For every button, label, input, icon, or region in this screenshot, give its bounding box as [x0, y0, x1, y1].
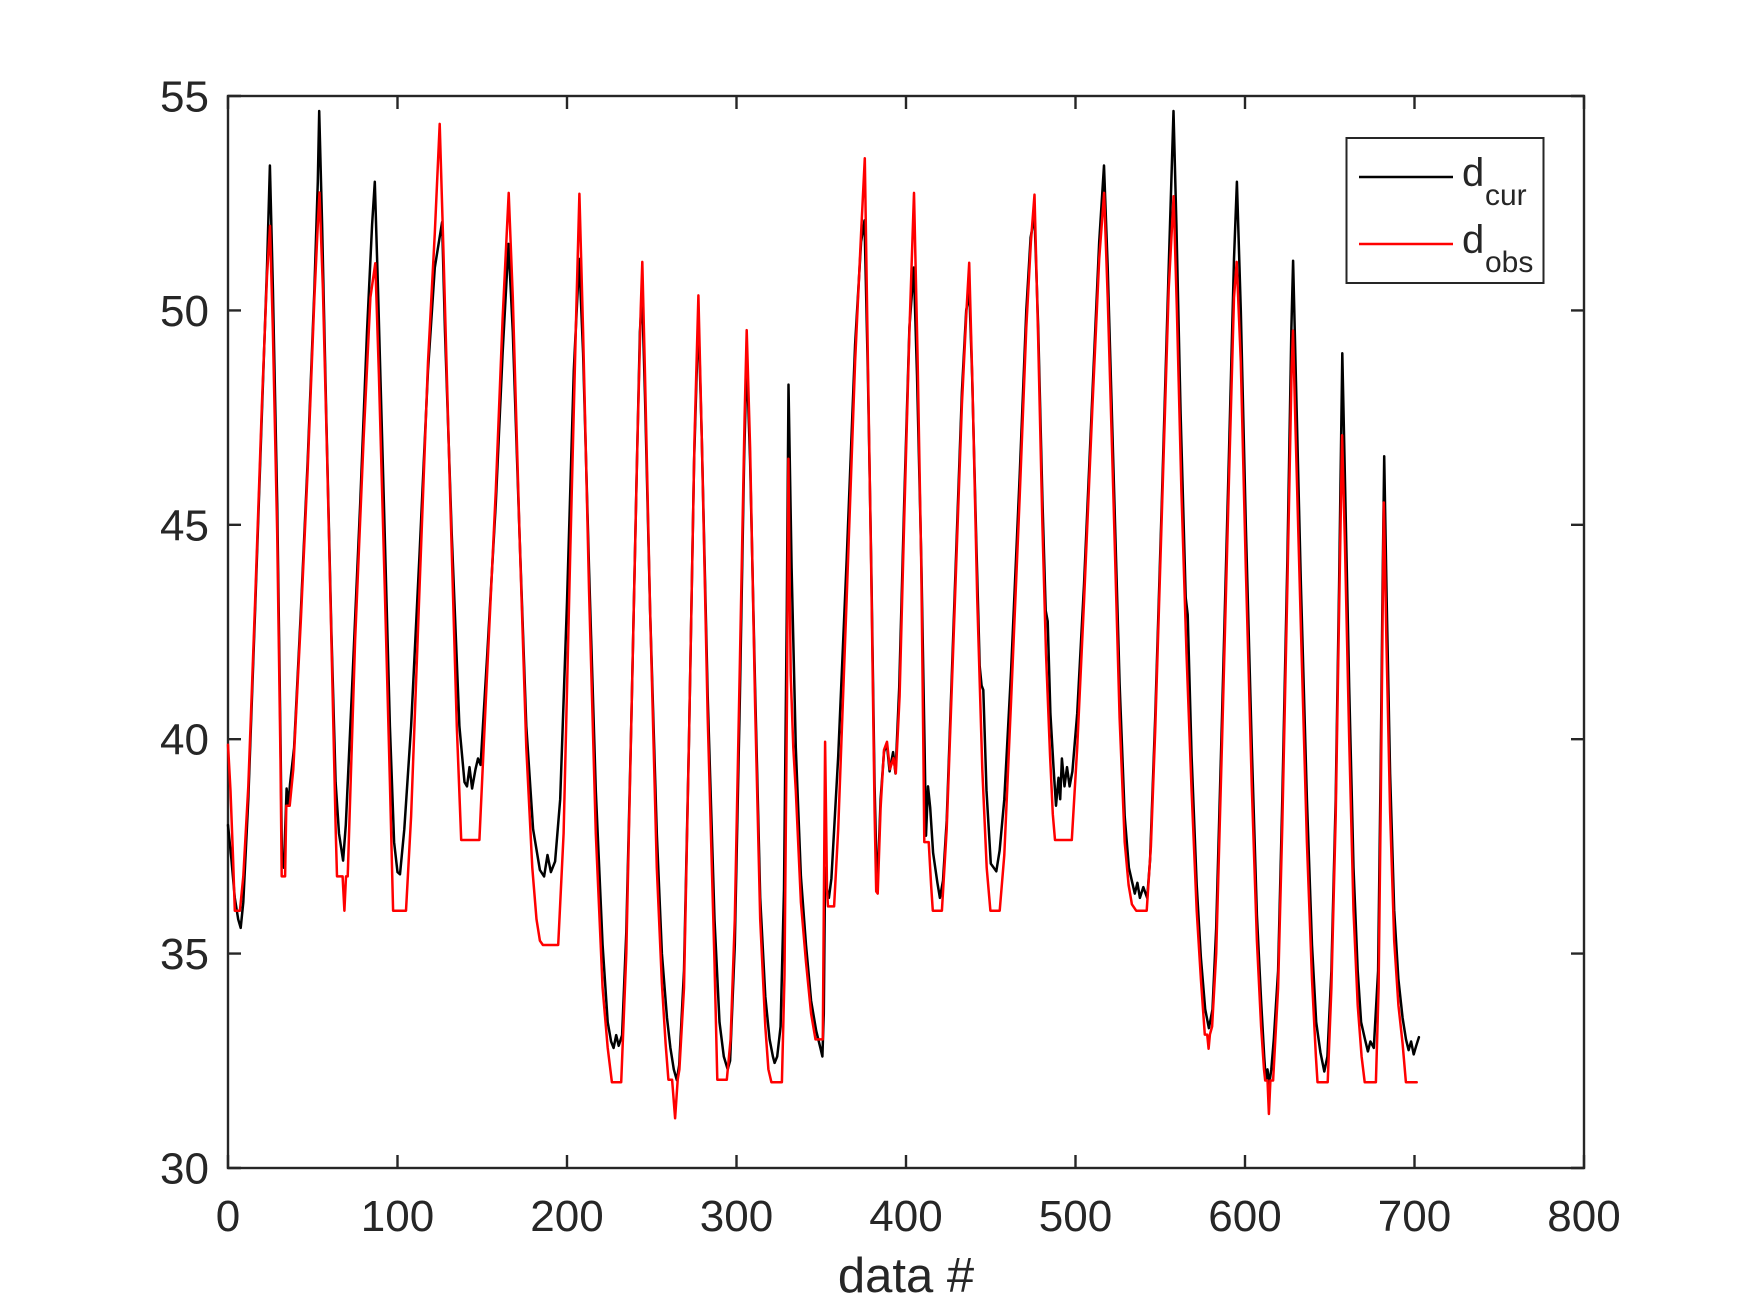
- svg-text:d: d: [1462, 151, 1484, 195]
- svg-text:800: 800: [1547, 1192, 1620, 1241]
- svg-text:200: 200: [530, 1192, 603, 1241]
- svg-text:45: 45: [160, 501, 209, 550]
- svg-text:400: 400: [869, 1192, 942, 1241]
- svg-text:55: 55: [160, 73, 209, 122]
- svg-text:d: d: [1462, 218, 1484, 262]
- svg-text:30: 30: [160, 1145, 209, 1194]
- svg-text:35: 35: [160, 930, 209, 979]
- svg-text:40: 40: [160, 716, 209, 765]
- svg-text:50: 50: [160, 287, 209, 336]
- svg-text:300: 300: [700, 1192, 773, 1241]
- svg-text:cur: cur: [1485, 179, 1527, 212]
- svg-text:100: 100: [361, 1192, 434, 1241]
- svg-text:data #: data #: [838, 1249, 975, 1303]
- svg-text:500: 500: [1039, 1192, 1112, 1241]
- svg-text:0: 0: [216, 1192, 240, 1241]
- svg-text:obs: obs: [1485, 246, 1533, 279]
- svg-text:700: 700: [1378, 1192, 1451, 1241]
- svg-text:600: 600: [1208, 1192, 1281, 1241]
